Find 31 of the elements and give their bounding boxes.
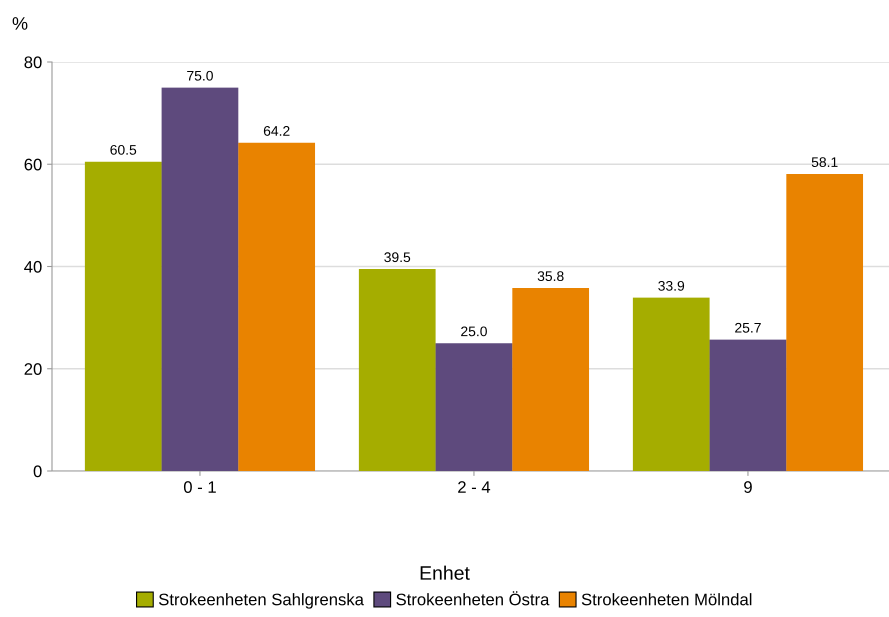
bar [786,174,864,471]
x-tick-label: 9 [744,481,752,493]
x-tick-label: 0 - 1 [184,481,216,493]
data-label: 75.0 [187,70,213,81]
bar [512,288,590,471]
y-tick-label: 80 [24,56,42,68]
y-tick-label: 40 [24,260,42,273]
bar [162,88,238,471]
y-tick-label: 0 [34,465,42,478]
y-tick-label: 60 [24,158,42,170]
data-label: 25.7 [735,322,761,333]
bar [632,298,710,471]
legend-title: Enhet [420,566,470,580]
data-label: 33.9 [658,280,684,291]
legend-label: Strokeenheten Mölndal [582,593,752,606]
data-label: 39.5 [384,252,410,262]
data-label: 60.5 [110,144,136,155]
data-label: 35.8 [538,271,564,282]
data-label: 58.1 [812,157,838,168]
bar [710,340,786,471]
y-axis-title: % [12,17,28,30]
data-label: 25.0 [461,326,487,336]
bar [84,162,162,471]
x-tick-label: 2 - 4 [458,481,490,493]
bar [358,269,436,471]
bar [436,343,512,471]
bar [238,142,316,471]
legend-label: Strokeenheten Sahlgrenska [158,593,364,609]
y-tick-label: 20 [24,363,42,375]
legend-label: Strokeenheten Östra [396,591,550,606]
data-label: 64.2 [264,126,290,136]
